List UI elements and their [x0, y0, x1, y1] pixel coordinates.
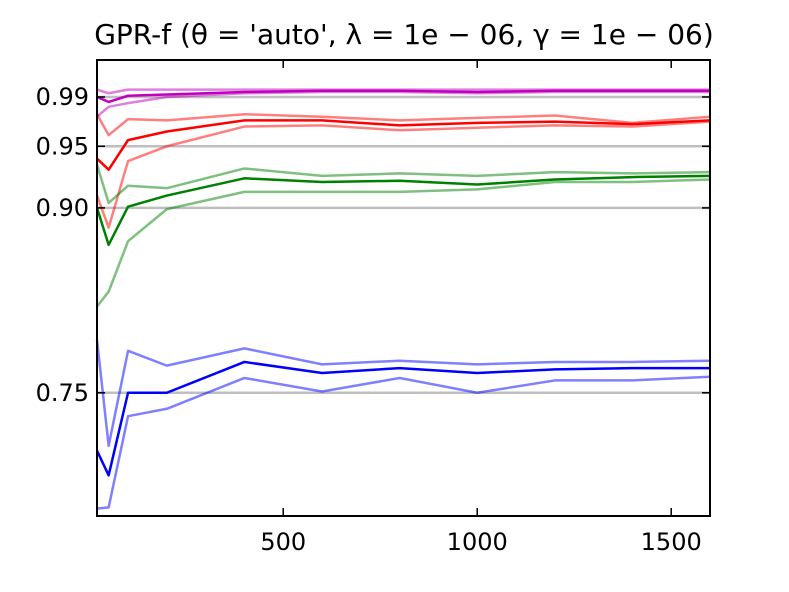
y-tick-label: 0.95 — [36, 132, 89, 160]
x-tick-label: 1000 — [447, 528, 508, 556]
series-line-red-lower — [95, 120, 711, 229]
reference-lines — [97, 95, 710, 395]
chart-title: GPR-f (θ = 'auto', λ = 1e − 06, γ = 1e −… — [94, 18, 714, 51]
series-lines — [95, 88, 711, 510]
x-tick-label: 500 — [260, 528, 306, 556]
series-line-green-upper — [95, 164, 711, 205]
series-line-green-mean — [95, 174, 711, 247]
plot-frame — [96, 59, 711, 517]
y-tick-label: 0.75 — [36, 379, 89, 407]
y-tick-label: 0.90 — [36, 194, 89, 222]
series-line-magenta-lower — [96, 90, 710, 118]
series-line-red-mean — [96, 119, 711, 171]
series-line-blue-lower — [96, 375, 711, 510]
y-tick-label: 0.99 — [36, 83, 89, 111]
y-axis-ticks: 0.75 0.90 0.95 0.99 — [36, 83, 710, 407]
x-axis-ticks: 500 1000 1500 — [260, 60, 702, 556]
series-line-green-lower — [96, 178, 711, 308]
series-line-blue-mean — [95, 360, 710, 477]
series-line-red-upper — [95, 112, 711, 137]
series-line-blue-upper — [95, 339, 711, 447]
x-tick-label: 1500 — [641, 528, 702, 556]
